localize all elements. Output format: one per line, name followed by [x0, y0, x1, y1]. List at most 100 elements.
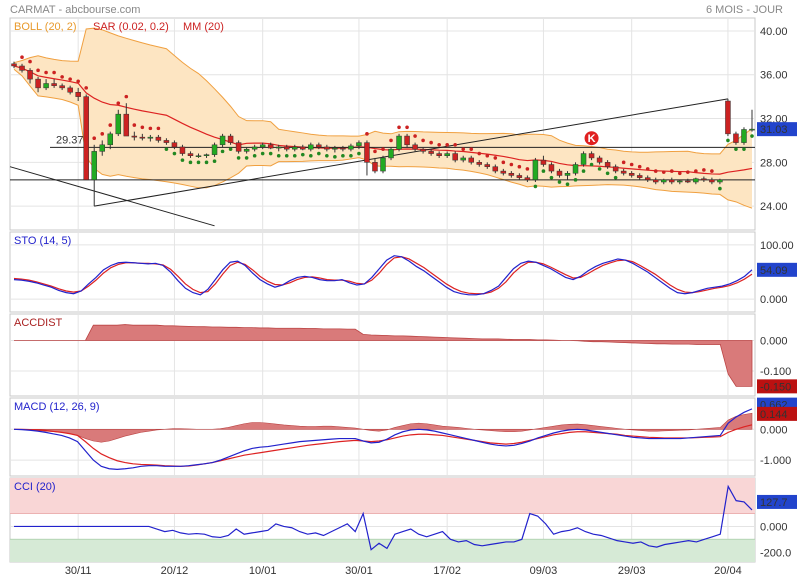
sar-dot	[637, 164, 642, 169]
candle-body	[588, 153, 595, 159]
candle-body	[516, 175, 523, 178]
candle-body	[620, 170, 627, 174]
y-tick-label: -0.100	[760, 366, 791, 378]
candle-body	[677, 180, 683, 183]
sar-dot	[694, 169, 698, 173]
header-period: 6 MOIS - JOUR	[706, 4, 783, 16]
sar-dot	[68, 77, 72, 81]
candle-body	[380, 157, 386, 172]
sar-dot	[405, 125, 409, 130]
sar-dot	[742, 147, 746, 151]
macd-signal-last-value-bg	[757, 406, 797, 421]
x-tick-label: 30/01	[345, 565, 373, 577]
candle-body	[733, 133, 739, 143]
sar-dot	[597, 167, 602, 171]
candle-body	[460, 157, 466, 161]
macd-line	[13, 408, 753, 470]
sar-dot	[565, 182, 570, 187]
candle-body	[139, 136, 146, 139]
price-last-value: 31.03	[760, 124, 788, 136]
candle-body	[308, 144, 314, 150]
accdist-last-value: -0.150	[760, 381, 791, 393]
candle-body	[147, 136, 154, 139]
cci-line	[14, 484, 753, 551]
sar-dot	[140, 125, 145, 130]
sar-dot	[525, 167, 530, 171]
sar-dot	[333, 155, 337, 159]
candle-body	[123, 113, 130, 137]
cci-last-value: 127.7	[760, 497, 788, 509]
candle-body	[749, 128, 755, 131]
candle-body	[636, 175, 643, 178]
candle-body	[35, 78, 41, 89]
legend-boll: BOLL (20, 2)	[14, 21, 77, 33]
sar-dot	[44, 70, 48, 75]
cci-oversold-zone	[10, 539, 755, 562]
sar-dot	[228, 147, 233, 151]
candle-body	[741, 129, 747, 143]
candle-body	[420, 148, 426, 152]
sar-dot	[341, 153, 345, 158]
candle-body	[604, 162, 611, 167]
candle-body	[396, 135, 402, 150]
sar-dot	[317, 151, 321, 156]
candle-body	[548, 164, 555, 172]
sar-dot	[84, 86, 88, 90]
sar-dot	[284, 153, 289, 158]
candle-body	[316, 144, 322, 148]
candle-body	[669, 179, 675, 183]
trendline-down	[9, 166, 215, 227]
candle-body	[275, 146, 282, 149]
x-tick-label: 29/03	[618, 565, 646, 577]
sar-dot	[76, 79, 80, 84]
sar-dot	[750, 134, 754, 138]
sar-dot	[605, 171, 610, 176]
sar-dot	[100, 132, 105, 136]
accdist-area	[14, 324, 753, 387]
candle-body	[27, 70, 33, 80]
candle-body	[348, 145, 354, 150]
sar-dot	[309, 153, 313, 158]
y-tick-label: -200.0	[760, 547, 791, 559]
candle-body	[155, 136, 162, 141]
candle-body	[83, 96, 89, 181]
sar-dot	[196, 160, 201, 165]
candle-body	[67, 87, 73, 93]
candle-body	[709, 179, 715, 183]
candle-body	[59, 85, 65, 89]
sar-dot	[702, 168, 706, 172]
level-label: 29.37	[56, 134, 84, 146]
sar-dot	[276, 153, 281, 158]
sar-dot	[445, 143, 449, 147]
candle-body	[404, 135, 410, 146]
legend-mm: MM (20)	[183, 21, 224, 33]
sar-dot	[204, 160, 209, 165]
sar-dot	[108, 123, 113, 127]
sto-last-value: 54.09	[760, 265, 788, 277]
sar-dot	[686, 170, 690, 174]
candle-body	[51, 83, 57, 86]
candle-body	[476, 162, 482, 165]
sar-dot	[132, 123, 137, 127]
accdist-title: ACCDIST	[14, 317, 63, 329]
candle-body	[211, 144, 218, 155]
x-tick-label: 20/12	[161, 565, 189, 577]
sar-dot	[509, 162, 514, 167]
sar-dot	[300, 152, 305, 157]
sar-dot	[172, 151, 177, 156]
candle-body	[91, 151, 97, 181]
candle-body	[661, 179, 667, 183]
candle-body	[468, 157, 474, 163]
y-tick-label: 40.00	[760, 26, 788, 38]
candle-body	[235, 142, 242, 152]
sar-dot	[501, 160, 506, 165]
sar-dot	[661, 170, 666, 174]
sar-dot	[477, 151, 482, 156]
sar-dot	[678, 171, 682, 176]
sar-dot	[541, 169, 546, 173]
candle-body	[187, 153, 194, 156]
candle-body	[564, 173, 571, 176]
candle-body	[131, 135, 138, 138]
cci-title: CCI (20)	[14, 481, 56, 493]
candle-body	[107, 133, 113, 146]
